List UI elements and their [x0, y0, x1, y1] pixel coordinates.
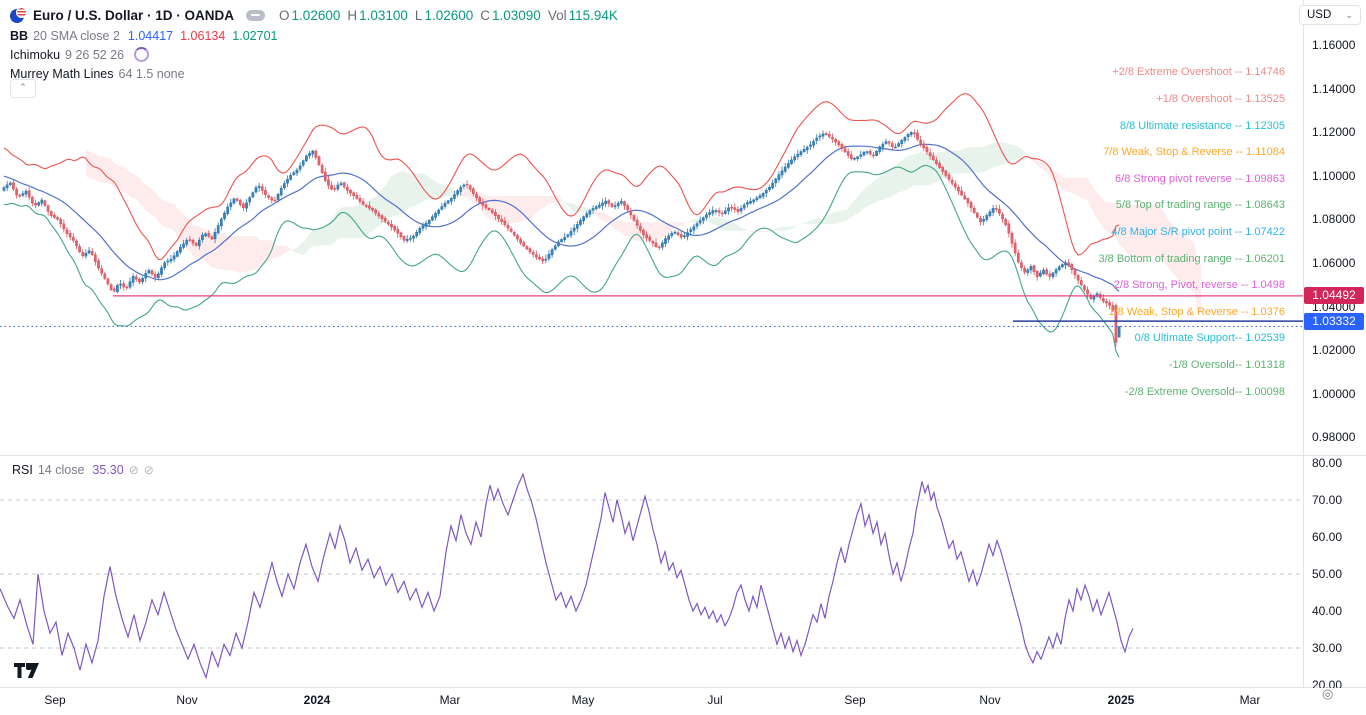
- time-axis-tick: Jul: [707, 693, 723, 707]
- rsi-toggle-icon-1[interactable]: ⊘: [128, 463, 139, 477]
- bb-name: BB: [10, 28, 29, 43]
- close-label: C: [480, 7, 490, 23]
- high-value: 1.03100: [359, 7, 408, 23]
- time-axis-tick: Mar: [439, 693, 461, 707]
- murrey-level-label: 5/8 Top of trading range -- 1.08643: [1115, 199, 1285, 212]
- currency-selector[interactable]: USD ⌄: [1299, 5, 1361, 25]
- rsi-chart-canvas[interactable]: [0, 455, 1303, 687]
- price-axis-tick: 1.08000: [1312, 212, 1356, 227]
- murrey-level-label: 8/8 Ultimate resistance -- 1.12305: [1119, 119, 1285, 132]
- time-axis-tick: May: [571, 693, 595, 707]
- rsi-axis-tick: 60.00: [1312, 530, 1343, 544]
- rsi-axis[interactable]: 80.00 70.00 60.00 50.00 40.00 30.00 20.00: [1303, 455, 1366, 692]
- murrey-level-label: 1/8 Weak, Stop & Reverse -- 1.0376: [1108, 305, 1286, 318]
- indicator-row-ichimoku[interactable]: Ichimoku 9 26 52 26: [10, 45, 625, 64]
- volume-value: 115.94K: [568, 7, 618, 23]
- murrey-level-label: 6/8 Strong pivot reverse -- 1.09863: [1115, 172, 1285, 185]
- rsi-axis-tick: 40.00: [1312, 604, 1343, 618]
- rsi-value: 35.30: [92, 463, 124, 477]
- low-label: L: [414, 7, 423, 23]
- price-axis[interactable]: 1.16000 1.14000 1.12000 1.10000 1.08000 1.060…: [1303, 0, 1366, 455]
- murrey-level-label: 7/8 Weak, Stop & Reverse -- 1.11084: [1103, 146, 1285, 159]
- symbol-title: Euro / U.S. Dollar · 1D · OANDA: [33, 7, 235, 23]
- bb-basis-value: 1.04417: [127, 28, 174, 43]
- close-value: 1.03090: [492, 7, 541, 23]
- pane-divider[interactable]: [0, 455, 1366, 456]
- high-label: H: [347, 7, 358, 23]
- time-axis-tick: Sep: [44, 693, 66, 707]
- open-value: 1.02600: [291, 7, 341, 23]
- price-axis-divider: [1303, 0, 1304, 715]
- time-axis-tick: Mar: [1239, 693, 1261, 707]
- oanda-broker-icon: [246, 9, 266, 21]
- time-axis-tick: Sep: [844, 693, 866, 707]
- ichimoku-params: 9 26 52 26: [65, 47, 125, 62]
- time-axis-tick: 2024: [303, 693, 331, 707]
- price-axis-tick: 1.16000: [1312, 38, 1356, 52]
- price-axis-tick: 0.98000: [1312, 430, 1356, 445]
- symbol-row[interactable]: Euro / U.S. Dollar · 1D · OANDA O 1.0260…: [10, 4, 625, 26]
- price-axis-tick: 1.02000: [1312, 343, 1356, 358]
- rsi-axis-tick: 30.00: [1312, 641, 1343, 655]
- chart-legend: Euro / U.S. Dollar · 1D · OANDA O 1.0260…: [10, 4, 625, 83]
- murrey-level-label: -2/8 Extreme Oversold-- 1.00098: [1124, 385, 1285, 398]
- eurusd-pair-icon: [10, 6, 27, 24]
- scales-settings-icon[interactable]: ◎: [1322, 686, 1334, 701]
- murrey-level-label: -1/8 Oversold-- 1.01318: [1168, 359, 1285, 372]
- price-chart-canvas[interactable]: [0, 0, 1303, 455]
- rsi-params: 14 close: [37, 463, 85, 477]
- time-axis-tick: 2025: [1107, 693, 1135, 707]
- time-axis-tick: Nov: [979, 693, 1001, 707]
- murrey-level-label: 0/8 Ultimate Support-- 1.02539: [1134, 332, 1285, 345]
- loading-spinner-icon: [134, 47, 150, 62]
- low-value: 1.02600: [424, 7, 474, 23]
- rsi-axis-tick: 50.00: [1312, 567, 1343, 581]
- legend-collapse-button[interactable]: ⌃: [10, 79, 36, 98]
- murrey-level-label: 3/8 Bottom of trading range -- 1.06201: [1098, 252, 1285, 265]
- rsi-toggle-icon-2[interactable]: ⊘: [143, 463, 154, 477]
- chevron-down-icon: ⌄: [1345, 9, 1353, 20]
- rsi-name: RSI: [12, 463, 33, 477]
- ichimoku-name: Ichimoku: [10, 47, 61, 62]
- murrey-level-label: 2/8 Strong, Pivot, reverse -- 1.0498: [1113, 279, 1285, 292]
- rsi-axis-tick: 80.00: [1312, 456, 1343, 470]
- murrey-level-label: +1/8 Overshoot -- 1.13525: [1156, 92, 1285, 105]
- indicator-row-murrey[interactable]: Murrey Math Lines 64 1.5 none: [10, 64, 625, 83]
- time-axis-divider: [0, 687, 1366, 688]
- rsi-indicator-row[interactable]: RSI 14 close 35.30 ⊘ ⊘: [12, 463, 154, 477]
- currency-label: USD: [1307, 9, 1332, 21]
- time-axis[interactable]: Sep Nov 2024 Mar May Jul Sep Nov 2025 Mar: [0, 688, 1366, 715]
- bb-params: 20 SMA close 2: [33, 28, 120, 43]
- bb-lower-value: 1.02701: [232, 28, 278, 43]
- bb-upper-value: 1.06134: [180, 28, 226, 43]
- price-axis-tick: 1.00000: [1312, 386, 1356, 401]
- volume-label: Vol: [547, 7, 567, 23]
- rsi-axis-tick: 70.00: [1312, 493, 1343, 507]
- price-axis-tick: 1.10000: [1312, 168, 1356, 183]
- time-axis-tick: Nov: [176, 693, 198, 707]
- murrey-params: 64 1.5 none: [118, 66, 185, 81]
- price-axis-tick: 1.14000: [1312, 81, 1356, 96]
- murrey-level-label: +2/8 Extreme Overshoot -- 1.14746: [1112, 66, 1285, 79]
- drawn-line-price-badge: 1.04492: [1304, 287, 1364, 305]
- indicator-row-bollinger[interactable]: BB 20 SMA close 2 1.04417 1.06134 1.0270…: [10, 26, 625, 45]
- price-axis-tick: 1.06000: [1312, 256, 1356, 270]
- murrey-level-label: 4/8 Major S/R pivot point -- 1.07422: [1111, 226, 1285, 238]
- last-price-badge: 1.03332: [1304, 312, 1364, 330]
- open-label: O: [279, 7, 290, 23]
- murrey-name: Murrey Math Lines: [10, 66, 114, 81]
- price-axis-tick: 1.12000: [1312, 125, 1356, 140]
